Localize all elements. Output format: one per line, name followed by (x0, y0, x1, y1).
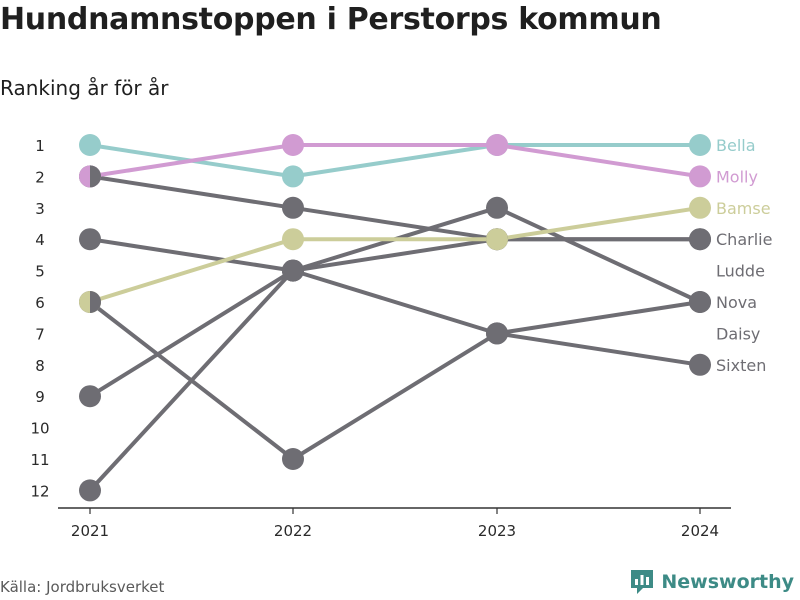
x-tick-label: 2021 (71, 522, 109, 540)
y-tick-label: 2 (35, 168, 45, 186)
series-point-bella (282, 165, 304, 188)
series-lines (88, 143, 702, 493)
series-point-sixten-overlap (90, 291, 101, 313)
x-axis: 2021 2022 2023 2024 (58, 507, 731, 540)
series-point-molly-overlap (497, 134, 508, 156)
end-label-molly: Molly (716, 167, 758, 186)
end-label-ludde: Ludde (716, 262, 765, 281)
y-tick-label: 12 (30, 482, 49, 500)
y-tick-label: 11 (30, 451, 49, 469)
series-point-nova (486, 196, 508, 219)
source-note: Källa: Jordbruksverket (0, 578, 165, 596)
y-tick-label: 9 (35, 388, 45, 406)
x-tick-label: 2023 (478, 522, 516, 540)
end-labels: Bella Molly Bamse Charlie Ludde Nova Daisy Sixt… (716, 136, 772, 375)
chart-title: Hundnamnstoppen i Perstorps kommun (0, 2, 662, 37)
series-line-molly (88, 143, 702, 179)
y-tick-label: 1 (35, 137, 45, 155)
end-label-nova: Nova (716, 293, 757, 312)
brand-logo: Newsworthy (629, 568, 794, 596)
series-point-sixten (282, 448, 304, 470)
series-line-charlie (88, 174, 702, 242)
series-point-bamse (689, 196, 711, 219)
series-point-nova (79, 479, 101, 502)
series-point-bella (79, 134, 101, 156)
y-tick-label: 4 (35, 231, 45, 249)
y-tick-label: 7 (35, 325, 45, 343)
series-line-ludde (88, 237, 702, 367)
series-point-bella (689, 134, 711, 156)
y-tick-label: 5 (35, 263, 45, 281)
x-tick-label: 2024 (681, 522, 719, 540)
end-label-bamse: Bamse (716, 199, 771, 218)
chart-subtitle: Ranking år för år (0, 76, 169, 100)
series-point-daisy (79, 385, 101, 408)
series-line-bamse (88, 205, 702, 304)
y-tick-label: 10 (30, 420, 49, 438)
series-point-charlie (282, 196, 304, 219)
series-point-daisy (689, 228, 711, 251)
series-point-charlie-overlap (90, 165, 101, 188)
y-tick-label: 8 (35, 357, 45, 375)
y-tick-label: 6 (35, 294, 45, 312)
end-label-bella: Bella (716, 136, 756, 155)
series-point-bamse (486, 228, 508, 251)
newsworthy-logo-icon (631, 570, 654, 594)
series-line-sixten (88, 300, 702, 461)
x-tick-label: 2022 (274, 522, 312, 540)
end-label-charlie: Charlie (716, 230, 772, 249)
series-line-daisy (88, 237, 702, 399)
brand-name: Newsworthy (661, 571, 794, 593)
series-point-molly (689, 165, 711, 188)
series-point-sixten (486, 322, 508, 345)
series-point-ludde (79, 228, 101, 251)
series-markers (79, 134, 711, 502)
y-tick-label: 3 (35, 200, 45, 218)
series-point-sixten (689, 291, 711, 313)
series-point-bamse (282, 228, 304, 251)
series-point-molly (282, 134, 304, 156)
series-point-ludde (689, 353, 711, 376)
end-label-sixten: Sixten (716, 356, 766, 375)
series-point-daisy (282, 259, 304, 282)
end-label-daisy: Daisy (716, 324, 760, 343)
